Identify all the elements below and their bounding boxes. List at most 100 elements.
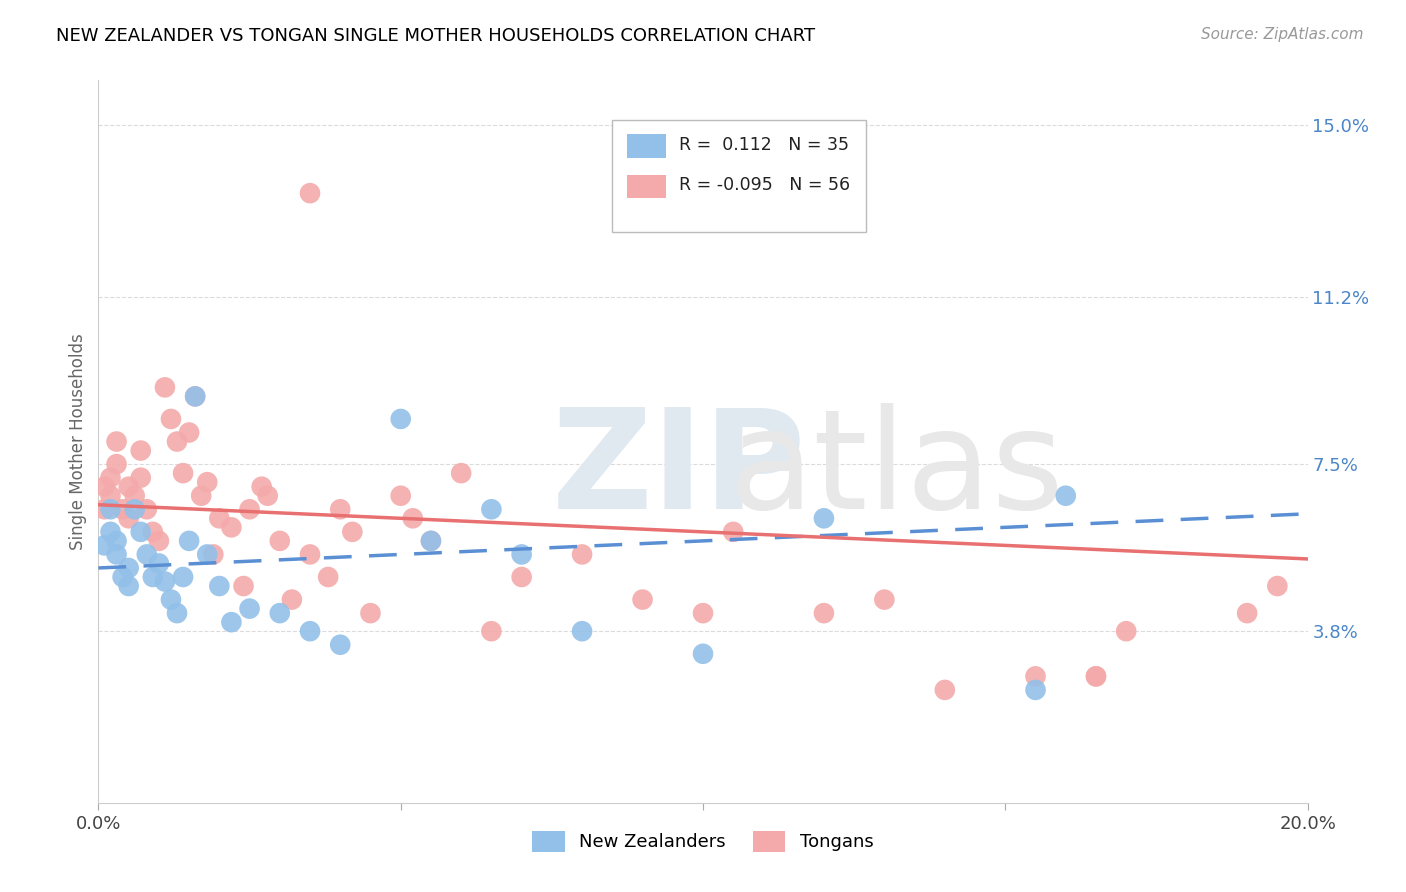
Point: [105, 533, 128, 548]
Point: [160, 412, 183, 426]
Point: [402, 511, 425, 525]
Point: [1236, 606, 1258, 620]
Point: [153, 574, 176, 589]
Point: [316, 570, 339, 584]
Point: [208, 511, 231, 525]
Text: R =  0.112   N = 35: R = 0.112 N = 35: [679, 136, 849, 153]
Point: [510, 570, 533, 584]
Point: [111, 502, 134, 516]
Point: [129, 471, 152, 485]
Point: [105, 548, 128, 562]
Point: [250, 480, 273, 494]
Point: [179, 425, 201, 440]
Point: [142, 570, 165, 584]
Point: [129, 524, 152, 539]
Point: [100, 524, 122, 539]
Point: [172, 570, 194, 584]
Point: [329, 638, 352, 652]
Point: [723, 524, 745, 539]
Bar: [627, 135, 665, 158]
Point: [179, 533, 201, 548]
Point: [873, 592, 896, 607]
Point: [239, 601, 262, 615]
Point: [184, 389, 207, 403]
Point: [239, 502, 262, 516]
Point: [269, 606, 291, 620]
Point: [111, 570, 134, 584]
FancyBboxPatch shape: [613, 120, 866, 232]
Point: [299, 548, 322, 562]
Point: [93, 538, 115, 552]
Point: [100, 471, 122, 485]
Text: Source: ZipAtlas.com: Source: ZipAtlas.com: [1201, 27, 1364, 42]
Point: [692, 606, 714, 620]
Point: [118, 579, 141, 593]
Point: [342, 524, 364, 539]
Point: [232, 579, 254, 593]
Point: [190, 489, 212, 503]
Point: [184, 389, 207, 403]
Point: [1267, 579, 1289, 593]
Point: [148, 557, 170, 571]
Point: [934, 682, 956, 697]
Point: [195, 475, 218, 490]
Point: [100, 489, 122, 503]
Legend: New Zealanders, Tongans: New Zealanders, Tongans: [524, 823, 882, 859]
Point: [118, 511, 141, 525]
Point: [389, 412, 412, 426]
Point: [166, 606, 188, 620]
Text: NEW ZEALANDER VS TONGAN SINGLE MOTHER HOUSEHOLDS CORRELATION CHART: NEW ZEALANDER VS TONGAN SINGLE MOTHER HO…: [56, 27, 815, 45]
Point: [142, 524, 165, 539]
Point: [129, 443, 152, 458]
Point: [481, 624, 503, 639]
Point: [1024, 682, 1046, 697]
Text: atlas: atlas: [728, 403, 1064, 538]
Point: [269, 533, 291, 548]
Point: [329, 502, 352, 516]
Point: [124, 489, 146, 503]
Y-axis label: Single Mother Households: Single Mother Households: [69, 334, 87, 549]
Point: [172, 466, 194, 480]
Point: [420, 533, 443, 548]
Point: [813, 511, 835, 525]
Point: [221, 615, 243, 630]
Point: [420, 533, 443, 548]
Point: [208, 579, 231, 593]
Text: ZIP: ZIP: [551, 403, 806, 538]
Bar: [627, 175, 665, 198]
Point: [160, 592, 183, 607]
Point: [135, 548, 157, 562]
Point: [571, 548, 593, 562]
Point: [148, 533, 170, 548]
Point: [202, 548, 225, 562]
Text: R = -0.095   N = 56: R = -0.095 N = 56: [679, 176, 851, 194]
Point: [256, 489, 278, 503]
Point: [118, 480, 141, 494]
Point: [813, 606, 835, 620]
Point: [93, 480, 115, 494]
Point: [571, 624, 593, 639]
Point: [1054, 489, 1077, 503]
Point: [153, 380, 176, 394]
Point: [510, 548, 533, 562]
Point: [166, 434, 188, 449]
Point: [299, 186, 322, 201]
Point: [450, 466, 472, 480]
Point: [135, 502, 157, 516]
Point: [221, 520, 243, 534]
Point: [692, 647, 714, 661]
Point: [1085, 669, 1108, 683]
Point: [481, 502, 503, 516]
Point: [281, 592, 304, 607]
Point: [124, 502, 146, 516]
Point: [118, 561, 141, 575]
Point: [105, 457, 128, 471]
Point: [93, 502, 115, 516]
Point: [1024, 669, 1046, 683]
Point: [360, 606, 382, 620]
Point: [1085, 669, 1108, 683]
Point: [105, 434, 128, 449]
Point: [389, 489, 412, 503]
Point: [299, 624, 322, 639]
Point: [100, 502, 122, 516]
